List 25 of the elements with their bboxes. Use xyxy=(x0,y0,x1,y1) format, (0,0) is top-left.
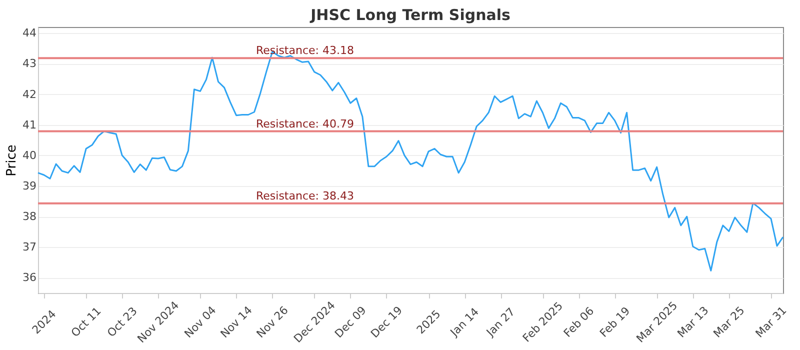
y-tick-label: 43 xyxy=(22,57,36,70)
y-tick-label: 36 xyxy=(22,271,36,284)
y-tick-label: 42 xyxy=(22,88,36,101)
x-tick-label: Dec 19 xyxy=(368,304,405,340)
y-tick-label: 38 xyxy=(22,210,36,224)
chart-title: JHSC Long Term Signals xyxy=(310,6,511,24)
x-tick-label: Mar 25 xyxy=(710,304,748,340)
ref-line-label: Resistance: 40.79 xyxy=(256,117,354,130)
x-tick-label: Nov 14 xyxy=(218,304,255,341)
x-tick-label: Mar 31 xyxy=(753,304,790,340)
y-tick-label: 40 xyxy=(22,148,36,162)
x-tick-label: Jan 14 xyxy=(447,305,482,340)
ref-line-label: Resistance: 38.43 xyxy=(256,189,354,202)
y-tick-label: 39 xyxy=(22,179,36,192)
y-axis-title: Price xyxy=(4,144,20,176)
ref-line-label: Resistance: 43.18 xyxy=(256,44,354,58)
x-tick-label: Nov 26 xyxy=(254,304,291,341)
x-tick-label: Feb 19 xyxy=(597,304,633,340)
y-tick-label: 41 xyxy=(22,118,36,132)
x-tick-label: Feb 06 xyxy=(561,304,597,340)
x-tick-label: Jan 27 xyxy=(483,305,518,340)
y-tick-label: 44 xyxy=(22,26,36,40)
x-tick-label: Oct 11 xyxy=(68,304,104,340)
x-tick-label: Nov 04 xyxy=(182,304,219,341)
y-tick-label: 37 xyxy=(22,240,36,254)
